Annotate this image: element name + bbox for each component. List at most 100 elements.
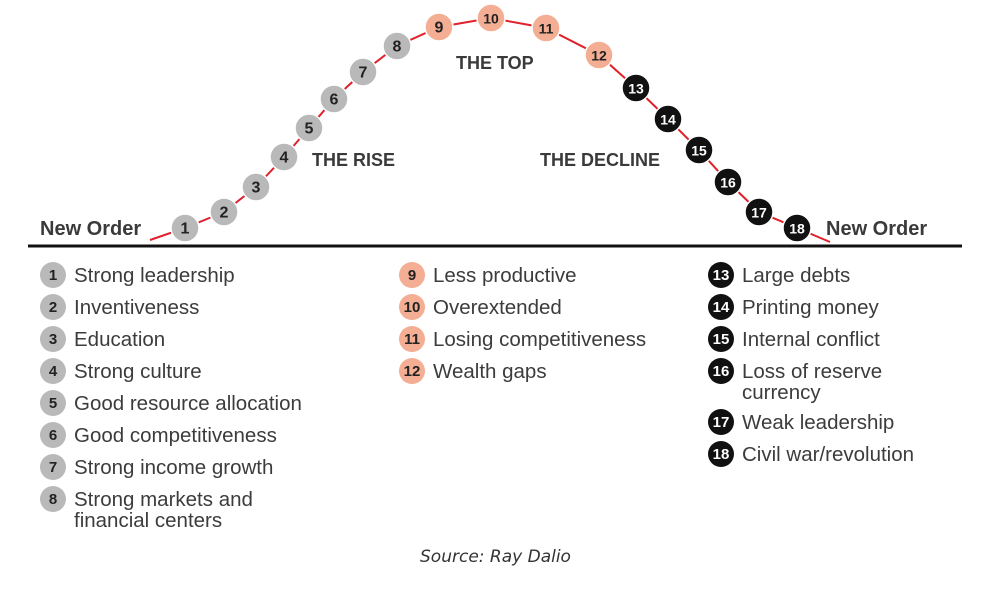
- stage-label: Internal conflict: [742, 328, 880, 351]
- stage-marker: [653, 104, 683, 134]
- stage-label: Less productive: [433, 264, 577, 287]
- stage-marker-number: 4: [280, 150, 289, 167]
- stage-number-badge: 15: [708, 326, 734, 352]
- stage-marker: [476, 3, 506, 33]
- stage-marker: [241, 172, 271, 202]
- stage-number-badge: 1: [40, 262, 66, 288]
- stage-label: Strong culture: [74, 360, 202, 383]
- legend-item: 17 Weak leadership: [708, 409, 914, 435]
- stage-marker: [269, 142, 299, 172]
- stage-number-badge: 8: [40, 486, 66, 512]
- legend-item: 13 Large debts: [708, 262, 914, 288]
- legend-item: 8 Strong markets and financial centers: [40, 486, 302, 531]
- source-caption: Source: Ray Dalio: [420, 547, 571, 567]
- legend-item: 6 Good competitiveness: [40, 422, 302, 448]
- stage-number-badge: 9: [399, 262, 425, 288]
- stage-number-badge: 16: [708, 358, 734, 384]
- stage-number-badge: 17: [708, 409, 734, 435]
- stage-number-badge: 18: [708, 441, 734, 467]
- stage-number-badge: 2: [40, 294, 66, 320]
- stage-label: Loss of reserve currency: [742, 360, 883, 404]
- stage-number-badge: 11: [399, 326, 425, 352]
- stage-label: Weak leadership: [742, 411, 895, 434]
- stage-label: Inventiveness: [74, 296, 200, 319]
- stage-label: Losing competitiveness: [433, 328, 647, 351]
- stage-number-badge: 13: [708, 262, 734, 288]
- stage-label: Wealth gaps: [433, 360, 547, 383]
- legend-item: 12 Wealth gaps: [399, 358, 646, 384]
- stage-label: Strong leadership: [74, 264, 235, 287]
- legend-item: 7 Strong income growth: [40, 454, 302, 480]
- stage-marker: [209, 197, 239, 227]
- stage-marker: [348, 57, 378, 87]
- stage-marker: [531, 13, 561, 43]
- stage-marker-number: 10: [483, 11, 499, 27]
- stage-marker-number: 11: [539, 21, 554, 37]
- left-new-order-label: New Order: [40, 218, 141, 240]
- legend-item: 15 Internal conflict: [708, 326, 914, 352]
- stage-label: Education: [74, 328, 166, 351]
- legend-item: 2 Inventiveness: [40, 294, 302, 320]
- stage-marker-number: 7: [359, 65, 368, 82]
- stage-marker-number: 3: [252, 180, 261, 197]
- legend-item: 4 Strong culture: [40, 358, 302, 384]
- stage-number-badge: 4: [40, 358, 66, 384]
- stage-label: Strong markets and financial centers: [74, 488, 253, 532]
- stage-marker-number: 17: [751, 205, 767, 221]
- stage-marker-number: 15: [691, 143, 707, 159]
- stage-marker: [382, 31, 412, 61]
- legend-item: 9 Less productive: [399, 262, 646, 288]
- legend-decline-column: 13 Large debts 14 Printing money 15 Internal …: [708, 262, 914, 473]
- stage-number-badge: 10: [399, 294, 425, 320]
- stage-marker-number: 5: [305, 121, 314, 138]
- stage-marker-number: 16: [720, 175, 736, 191]
- right-new-order-label: New Order: [826, 218, 927, 240]
- top-label: THE TOP: [456, 53, 534, 73]
- stage-label: Good resource allocation: [74, 392, 302, 415]
- stage-marker-number: 13: [628, 81, 644, 97]
- legend-item: 3 Education: [40, 326, 302, 352]
- stage-number-badge: 6: [40, 422, 66, 448]
- stage-marker-number: 8: [393, 39, 402, 56]
- stage-number-badge: 14: [708, 294, 734, 320]
- stage-marker: [319, 84, 349, 114]
- stage-marker: [170, 213, 200, 243]
- stage-marker: [424, 12, 454, 42]
- stage-marker: [621, 73, 651, 103]
- stage-label: Good competitiveness: [74, 424, 277, 447]
- stage-number-badge: 3: [40, 326, 66, 352]
- cycle-curve: [149, 16, 831, 243]
- stage-label: Large debts: [742, 264, 851, 287]
- stage-marker-number: 2: [220, 205, 229, 222]
- stage-marker: [713, 167, 743, 197]
- legend-item: 1 Strong leadership: [40, 262, 302, 288]
- stage-number-badge: 7: [40, 454, 66, 480]
- legend-item: 11 Losing competitiveness: [399, 326, 646, 352]
- stage-number-badge: 5: [40, 390, 66, 416]
- stage-marker: [744, 197, 774, 227]
- stage-label: Overextended: [433, 296, 562, 319]
- stage-label: Printing money: [742, 296, 879, 319]
- legend-item: 14 Printing money: [708, 294, 914, 320]
- stage-marker: [782, 213, 812, 243]
- legend-item: 5 Good resource allocation: [40, 390, 302, 416]
- rise-label: THE RISE: [312, 150, 395, 170]
- stage-number-badge: 12: [399, 358, 425, 384]
- stage-marker: [584, 40, 614, 70]
- legend-item: 16 Loss of reserve currency: [708, 358, 914, 403]
- stage-marker: [294, 113, 324, 143]
- stage-marker-number: 9: [435, 20, 444, 37]
- stage-marker-number: 12: [591, 48, 607, 64]
- stage-marker-number: 1: [181, 221, 190, 238]
- stage-marker-number: 6: [330, 92, 339, 109]
- stage-label: Strong income growth: [74, 456, 274, 479]
- stage-marker-number: 14: [660, 112, 676, 128]
- stage-marker: [684, 135, 714, 165]
- stage-label: Civil war/revolution: [742, 443, 915, 466]
- legend-rise-column: 1 Strong leadership 2 Inventiveness 3 Educati…: [40, 262, 302, 537]
- legend-item: 18 Civil war/revolution: [708, 441, 914, 467]
- stage-marker-number: 18: [789, 221, 805, 237]
- legend-top-column: 9 Less productive 10 Overextended 11 Losing c…: [399, 262, 646, 390]
